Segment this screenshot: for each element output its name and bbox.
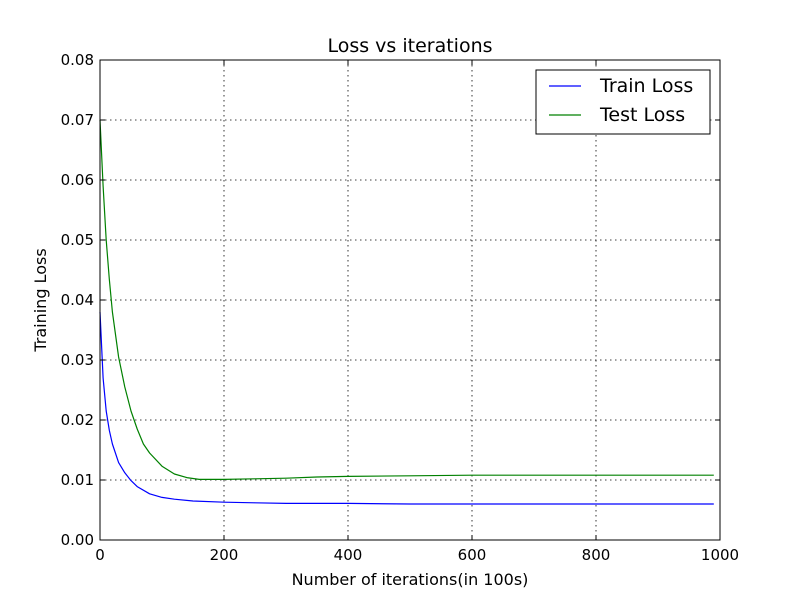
legend-box	[535, 69, 711, 135]
legend-label-train-loss: Train Loss	[599, 75, 693, 97]
series-line-train-loss	[99, 311, 714, 505]
x-tick-label: 0	[95, 546, 105, 564]
grid-lines	[100, 60, 720, 540]
x-tick-label: 600	[458, 546, 487, 564]
y-tick-label: 0.05	[61, 231, 94, 249]
y-tick-label: 0.06	[61, 171, 94, 189]
y-tick-label: 0.02	[61, 411, 94, 429]
series-line-test-loss	[99, 119, 714, 480]
y-tick-label: 0.08	[61, 51, 94, 69]
legend-label-test-loss: Test Loss	[599, 104, 685, 126]
tick-labels: 0 200 400 600 800 1000 0.00 0.01 0.02 0.03 0.04 0.0…	[61, 51, 740, 564]
x-tick-label: 400	[334, 546, 363, 564]
y-tick-label: 0.07	[61, 111, 94, 129]
series-lines	[99, 119, 714, 505]
x-tick-label: 800	[582, 546, 611, 564]
y-tick-label: 0.03	[61, 351, 94, 369]
x-axis-title: Number of iterations(in 100s)	[292, 570, 529, 589]
legend: Train Loss Test Loss	[535, 69, 711, 135]
chart-title: Loss vs iterations	[327, 35, 492, 57]
y-tick-label: 0.04	[61, 291, 94, 309]
y-axis-title: Training Loss	[31, 248, 50, 352]
x-tick-label: 1000	[701, 546, 739, 564]
y-tick-label: 0.00	[61, 531, 94, 549]
axis-ticks	[99, 59, 721, 541]
y-tick-label: 0.01	[61, 471, 94, 489]
x-tick-label: 200	[210, 546, 239, 564]
